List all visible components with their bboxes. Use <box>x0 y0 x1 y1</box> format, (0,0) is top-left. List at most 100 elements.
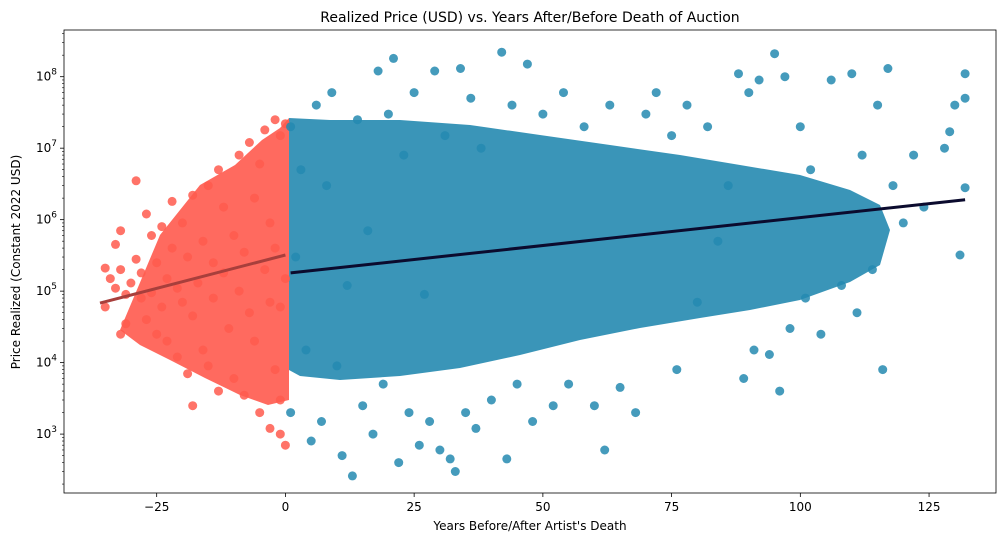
point-after-death <box>857 150 867 160</box>
point-after-death <box>651 88 661 98</box>
point-after-death <box>538 109 548 119</box>
point-before-death <box>131 254 141 264</box>
point-before-death <box>136 293 146 303</box>
x-tick-label: 125 <box>918 500 941 514</box>
point-after-death <box>801 293 810 303</box>
point-after-death <box>785 324 795 333</box>
point-after-death <box>347 471 357 481</box>
point-after-death <box>332 361 342 371</box>
point-after-death <box>667 131 677 141</box>
point-before-death <box>157 302 167 312</box>
point-after-death <box>898 218 908 228</box>
y-tick-label: 106 <box>36 211 57 227</box>
point-after-death <box>816 329 826 339</box>
regression-line-before <box>99 253 286 305</box>
point-before-death <box>208 293 218 303</box>
point-after-death <box>419 289 429 299</box>
point-before-death <box>183 369 193 379</box>
point-after-death <box>327 88 337 98</box>
point-before-death <box>203 181 213 191</box>
point-after-death <box>399 150 409 160</box>
point-before-death <box>152 329 162 339</box>
point-after-death <box>605 100 615 110</box>
point-after-death <box>955 250 965 260</box>
x-tick-label: 75 <box>664 500 679 514</box>
point-after-death <box>383 109 393 119</box>
point-after-death <box>940 143 949 153</box>
density-cloud-blue <box>289 118 890 380</box>
point-after-death <box>754 75 764 85</box>
x-tick-label: 100 <box>789 500 812 514</box>
point-after-death <box>780 72 790 82</box>
point-after-death <box>456 64 465 73</box>
point-after-death <box>559 88 568 98</box>
point-after-death <box>368 429 378 439</box>
point-before-death <box>255 159 265 169</box>
point-before-death <box>265 423 275 433</box>
point-after-death <box>450 467 460 476</box>
point-after-death <box>744 88 754 98</box>
point-after-death <box>373 66 383 76</box>
point-after-death <box>337 451 347 461</box>
point-before-death <box>214 165 223 175</box>
plot-frame <box>63 29 997 494</box>
point-before-death <box>224 324 234 333</box>
point-before-death <box>250 193 259 203</box>
point-after-death <box>579 122 589 132</box>
point-before-death <box>172 352 182 362</box>
chart-title: Realized Price (USD) vs. Years After/Bef… <box>320 10 739 26</box>
point-after-death <box>522 59 532 69</box>
point-after-death <box>749 345 759 355</box>
point-before-death <box>255 408 265 418</box>
point-after-death <box>507 100 517 110</box>
point-before-death <box>280 440 290 450</box>
point-before-death <box>275 302 285 312</box>
point-before-death <box>229 374 239 383</box>
point-after-death <box>486 395 496 405</box>
point-before-death <box>270 365 280 375</box>
point-after-death <box>363 226 373 236</box>
point-after-death <box>945 127 955 137</box>
point-after-death <box>311 100 321 110</box>
point-before-death <box>100 302 110 312</box>
point-after-death <box>806 165 816 175</box>
point-after-death <box>888 181 898 191</box>
point-before-death <box>234 286 244 296</box>
point-after-death <box>435 445 445 455</box>
point-after-death <box>739 374 749 383</box>
point-after-death <box>692 297 702 307</box>
point-before-death <box>116 329 126 339</box>
point-after-death <box>548 401 558 411</box>
point-after-death <box>909 150 919 160</box>
point-after-death <box>389 53 398 63</box>
point-after-death <box>476 143 486 153</box>
point-before-death <box>111 283 120 293</box>
x-tick-label: 50 <box>535 500 550 514</box>
point-after-death <box>502 454 512 464</box>
point-before-death <box>126 278 136 288</box>
point-before-death <box>111 239 120 249</box>
point-before-death <box>147 231 156 240</box>
point-before-death <box>105 274 115 284</box>
regression-lines <box>99 198 966 305</box>
point-after-death <box>466 93 476 103</box>
point-before-death <box>219 202 229 212</box>
point-after-death <box>852 308 862 318</box>
point-after-death <box>713 236 723 246</box>
point-before-death <box>136 268 146 278</box>
point-after-death <box>528 417 538 426</box>
point-before-death <box>198 236 208 246</box>
point-before-death <box>270 243 280 253</box>
point-after-death <box>703 122 713 132</box>
point-before-death <box>198 345 208 355</box>
point-after-death <box>286 122 296 132</box>
point-after-death <box>409 88 419 98</box>
point-before-death <box>183 252 193 262</box>
point-after-death <box>775 386 785 396</box>
point-after-death <box>445 454 455 464</box>
y-tick-label: 108 <box>36 68 57 84</box>
point-after-death <box>430 66 440 76</box>
point-before-death <box>239 247 249 257</box>
point-after-death <box>306 436 316 446</box>
point-after-death <box>641 109 651 119</box>
